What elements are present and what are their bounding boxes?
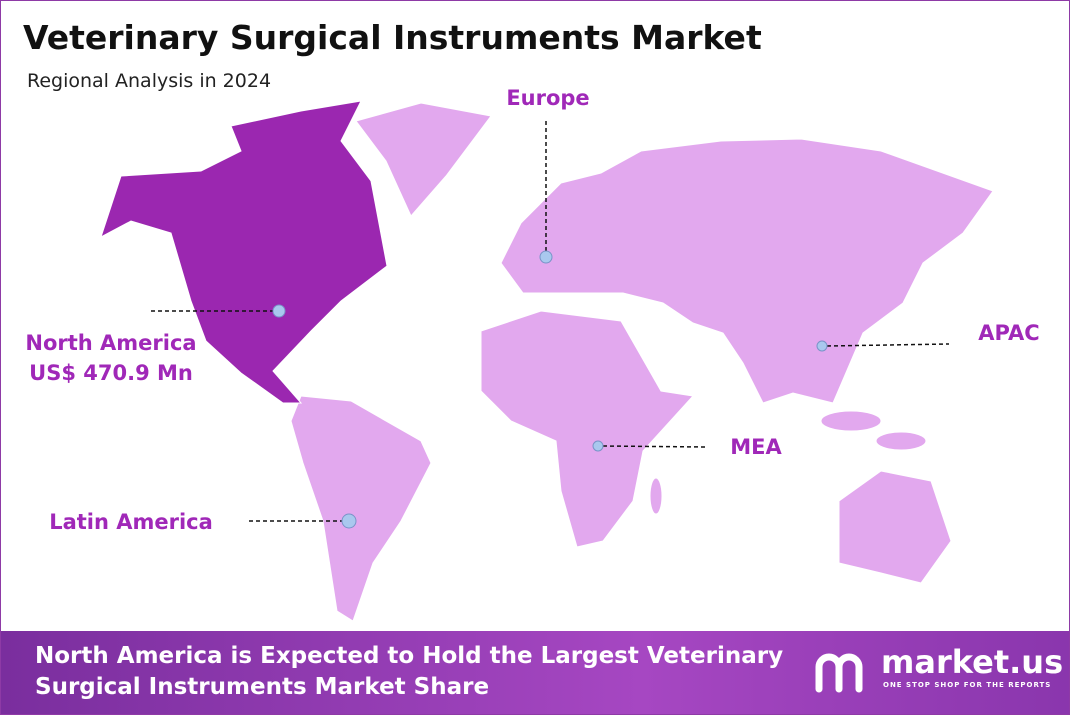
map-canvas: Veterinary Surgical Instruments Market R… [23,18,1040,622]
region-label: Latin America [49,510,213,534]
region-value: US$ 470.9 Mn [29,361,193,385]
footer-text: North America is Expected to Hold the La… [35,643,784,700]
region-label: APAC [978,321,1039,345]
logo: market.us [881,643,1064,681]
title: Veterinary Surgical Instruments Market [23,18,762,57]
tagline: ONE STOP SHOP FOR THE REPORTS [883,681,1052,689]
region-label: MEA [730,435,782,459]
region-markers [272,250,828,529]
region-label: North America [25,331,196,355]
world-map [290,102,994,622]
region-label: Europe [506,86,589,110]
footer: North America is Expected to Hold the La… [1,631,1069,714]
leader-lines [151,121,950,522]
north-america-shape [100,100,388,404]
logo-icon [815,653,863,693]
subtitle: Regional Analysis in 2024 [27,70,271,92]
